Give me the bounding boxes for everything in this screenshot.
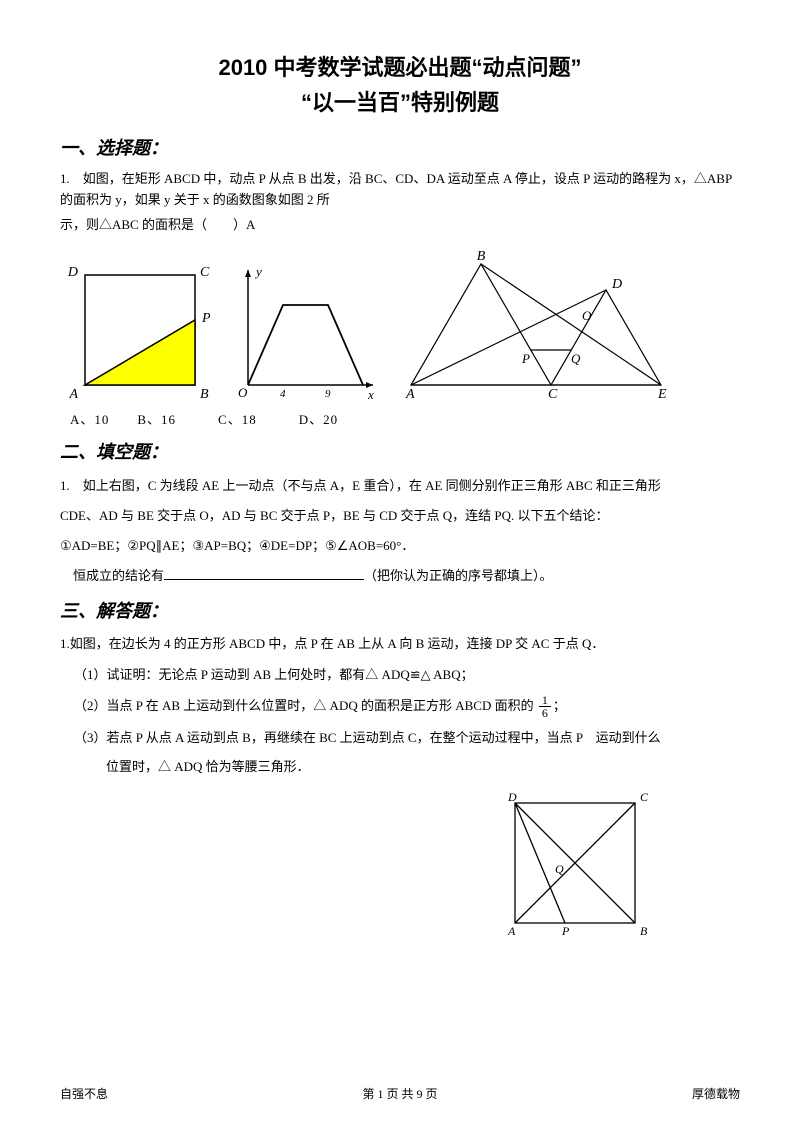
- label-4: 4: [280, 388, 286, 400]
- q3-p2b: ；: [553, 698, 566, 713]
- label-C: C: [200, 265, 210, 280]
- q3-p1: （1）试证明：无论点 P 运动到 AB 上何处时，都有△ ADQ≌△ ABQ；: [60, 665, 740, 686]
- label-E3: E: [657, 387, 667, 400]
- label-O: O: [238, 385, 248, 400]
- page-footer: 自强不息 第 1 页 共 9 页 厚德载物: [60, 1085, 740, 1104]
- label-Q3: Q: [571, 351, 581, 366]
- label-x: x: [367, 387, 374, 400]
- section-3-head: 三、解答题：: [60, 597, 740, 626]
- q2-text1: 1. 如上右图，C 为线段 AE 上一动点（不与点 A，E 重合），在 AE 同…: [60, 473, 740, 499]
- figure-graph: y O 4 9 x: [228, 260, 378, 400]
- footer-right: 厚德载物: [692, 1085, 740, 1104]
- figure-row: D C P A B y O 4 9 x B D O P Q A C E: [60, 250, 740, 400]
- label-P3: P: [521, 351, 530, 366]
- label-D4: D: [507, 790, 517, 804]
- label-P: P: [201, 311, 210, 326]
- label-O3: O: [582, 308, 592, 323]
- label-C4: C: [640, 790, 649, 804]
- q1-text2: 示，则△ABC 的面积是（ ）A: [60, 215, 740, 236]
- q3-p3a: （3）若点 P 从点 A 运动到点 B，再继续在 BC 上运动到点 C，在整个运…: [60, 728, 740, 749]
- title-line2: “以一当百”特别例题: [60, 85, 740, 120]
- section-1-head: 一、选择题：: [60, 134, 740, 163]
- label-A: A: [68, 387, 78, 400]
- q3-p3b: 位置时，△ ADQ 恰为等腰三角形．: [60, 757, 740, 778]
- q3-p2a: （2）当点 P 在 AB 上运动到什么位置时，△ ADQ 的面积是正方形 ABC…: [74, 698, 534, 713]
- label-B3: B: [477, 250, 486, 264]
- figure4-wrap: D C Q A P B: [60, 783, 740, 960]
- q2-text2: CDE、AD 与 BE 交于点 O，AD 与 BC 交于点 P，BE 与 CD …: [60, 503, 740, 529]
- label-D: D: [67, 265, 78, 280]
- label-A4: A: [507, 924, 516, 938]
- label-Q4: Q: [555, 862, 564, 876]
- label-C3: C: [548, 387, 558, 400]
- label-9: 9: [325, 388, 331, 400]
- footer-left: 自强不息: [60, 1085, 108, 1104]
- figure-square-dp: D C Q A P B: [490, 783, 660, 953]
- q2-text5: （把你认为正确的序号都填上）。: [364, 568, 553, 583]
- q2-text4: 恒成立的结论有: [73, 568, 164, 583]
- label-D3: D: [611, 277, 622, 292]
- q2-text3: ①AD=BE；②PQ∥AE；③AP=BQ；④DE=DP；⑤∠AOB=60°．: [60, 533, 740, 559]
- q3-intro: 1.如图，在边长为 4 的正方形 ABCD 中，点 P 在 AB 上从 A 向 …: [60, 634, 740, 655]
- section-2-head: 二、填空题：: [60, 438, 740, 467]
- figure-triangles: B D O P Q A C E: [396, 250, 676, 400]
- q3-p2: （2）当点 P 在 AB 上运动到什么位置时，△ ADQ 的面积是正方形 ABC…: [60, 694, 740, 720]
- fraction-1-6: 16: [539, 694, 551, 720]
- fill-blank[interactable]: [164, 567, 364, 580]
- q1-text1: 1. 如图，在矩形 ABCD 中，动点 P 从点 B 出发，沿 BC、CD、DA…: [60, 169, 740, 211]
- figure-rectangle: D C P A B: [60, 260, 210, 400]
- label-A3: A: [405, 387, 415, 400]
- label-y: y: [254, 264, 262, 279]
- label-B: B: [200, 387, 209, 400]
- title-line1: 2010 中考数学试题必出题“动点问题”: [60, 50, 740, 85]
- q1-options: A、10 B、16 C、18 D、20: [70, 410, 740, 431]
- q2-blank-line: 恒成立的结论有 （把你认为正确的序号都填上）。: [60, 563, 740, 589]
- label-B4: B: [640, 924, 648, 938]
- footer-center: 第 1 页 共 9 页: [362, 1085, 437, 1104]
- label-P4: P: [561, 924, 570, 938]
